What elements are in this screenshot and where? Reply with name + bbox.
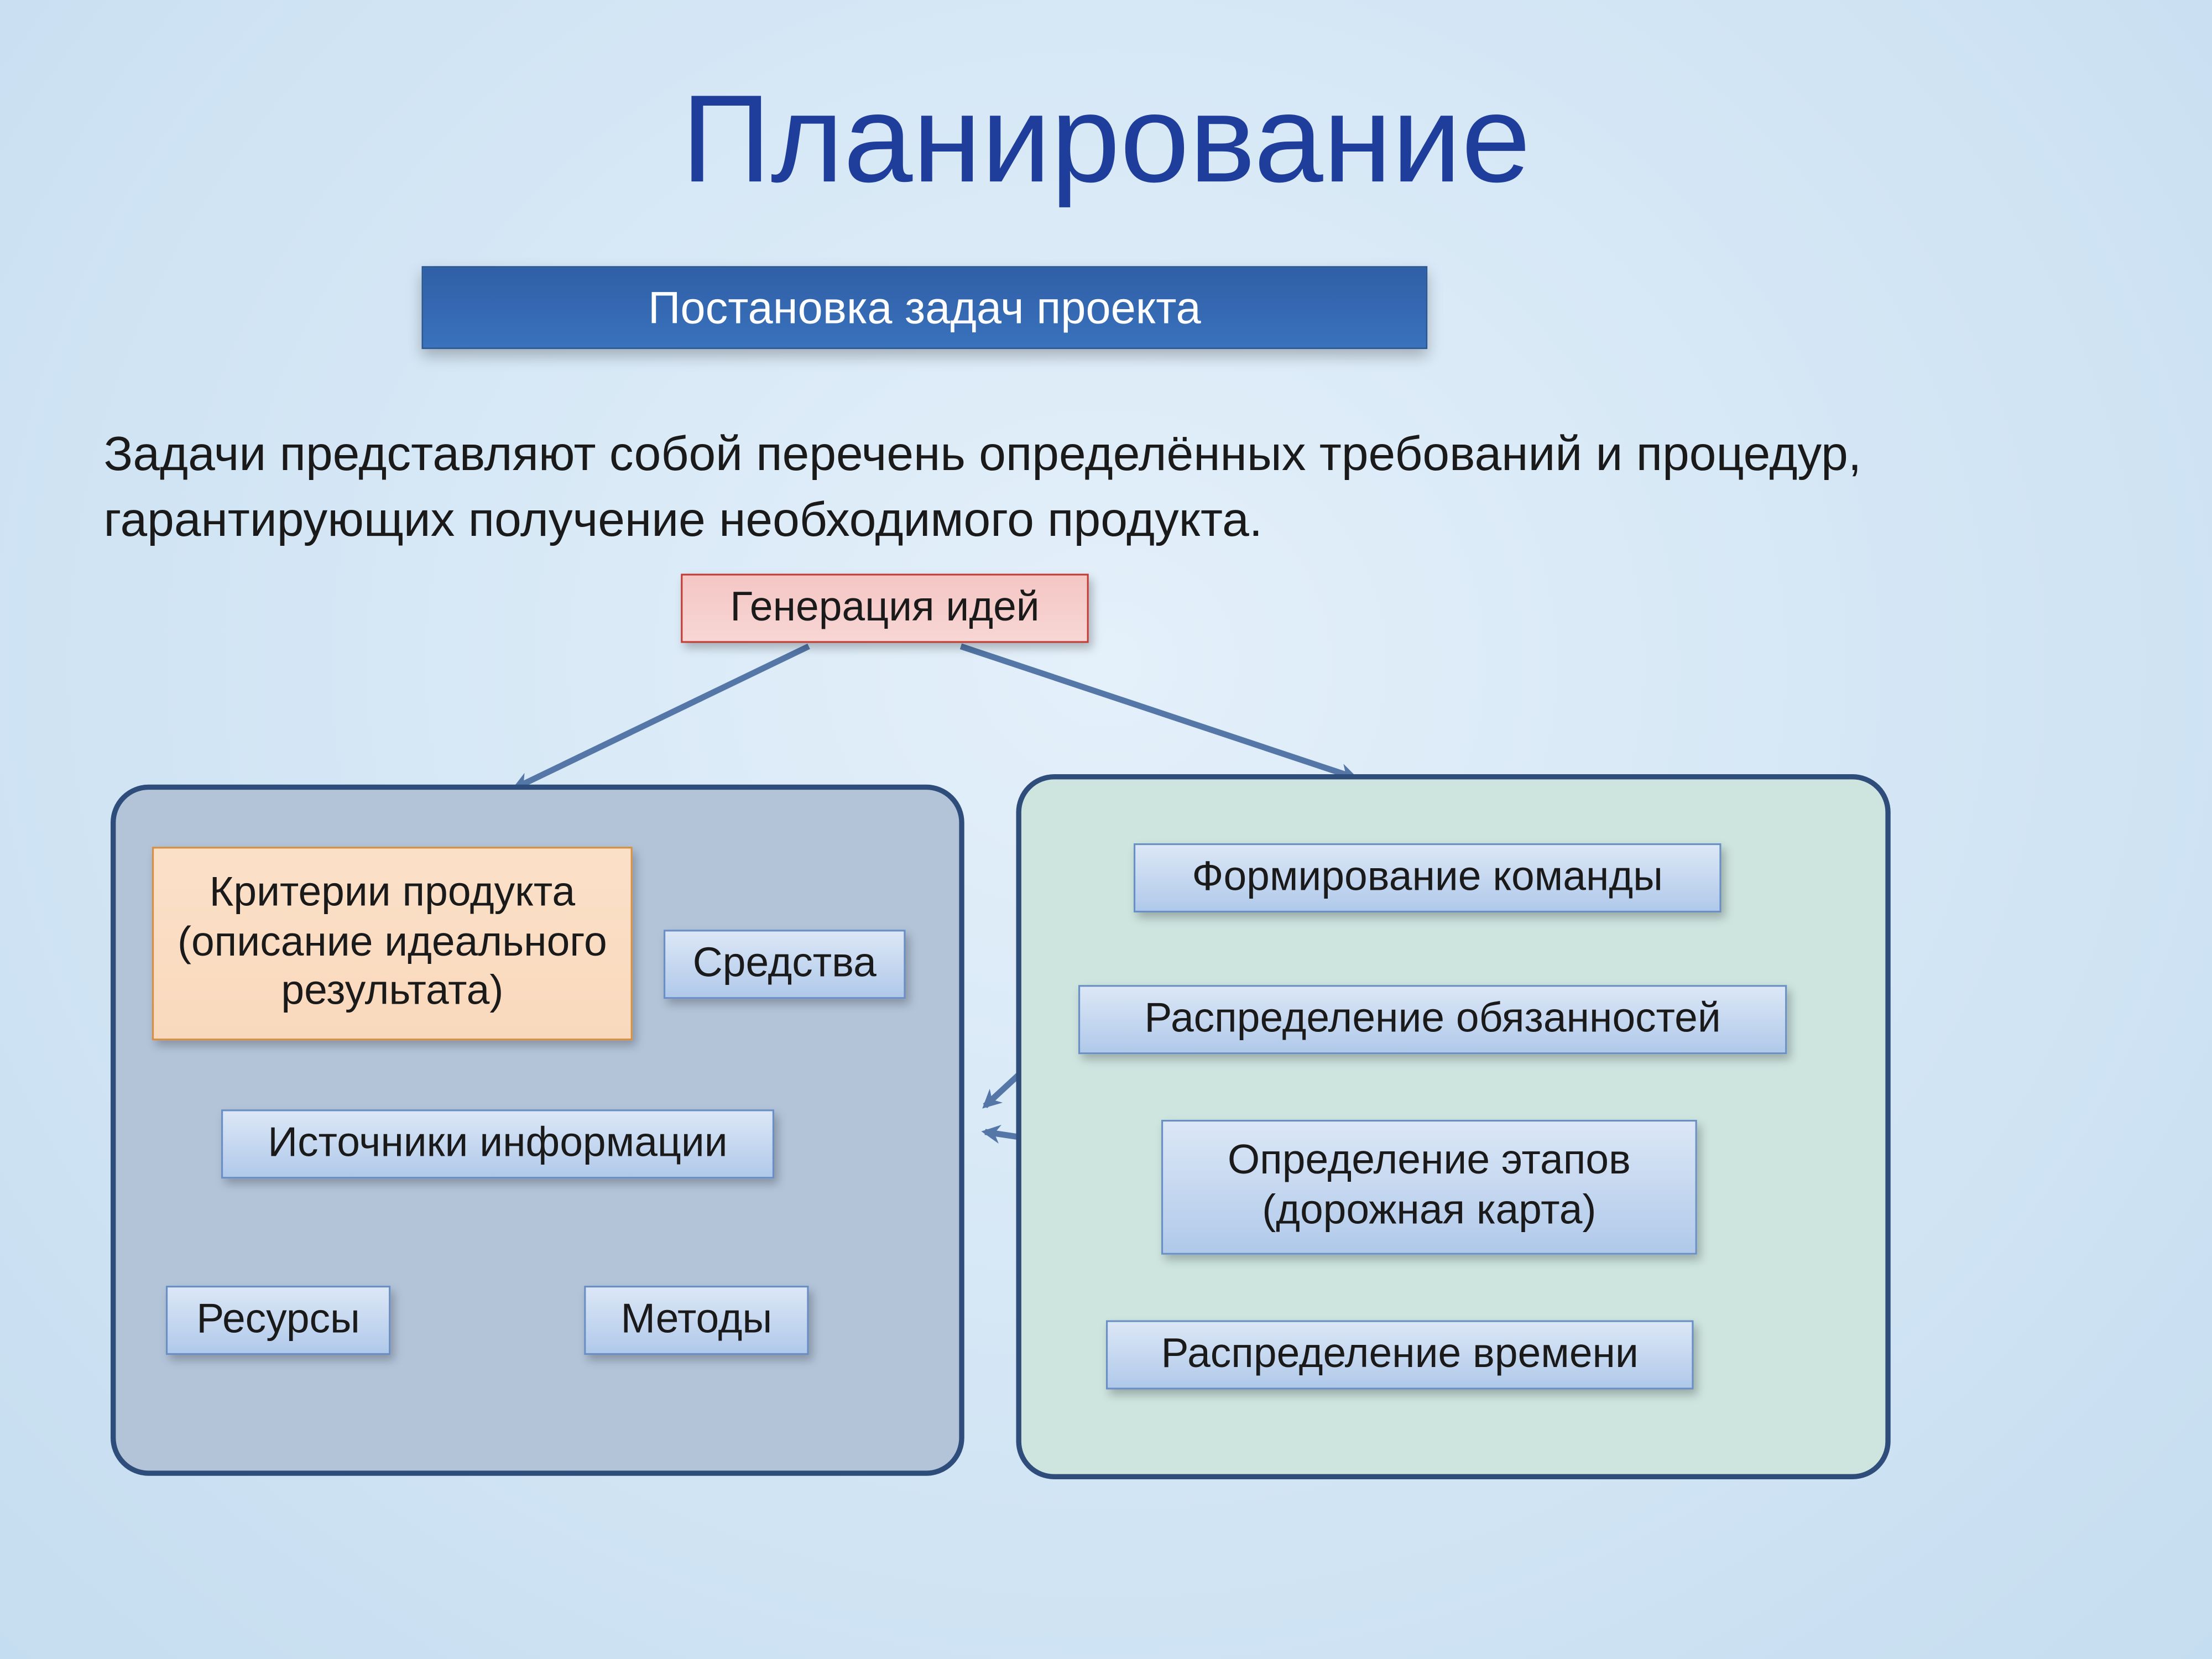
box-stages: Определение этапов (дорожная карта) xyxy=(1161,1120,1697,1255)
root-box-generation: Генерация идей xyxy=(681,574,1089,643)
box-time: Распределение времени xyxy=(1106,1321,1694,1390)
slide-title: Планирование xyxy=(0,69,2212,211)
box-resources: Ресурсы xyxy=(166,1286,390,1355)
box-sources-label: Источники информации xyxy=(268,1119,727,1169)
box-criteria: Критерии продукта (описание идеального р… xyxy=(152,847,633,1040)
slide-canvas: Планирование Постановка задач проекта За… xyxy=(0,0,2212,1659)
subtitle-text: Постановка задач проекта xyxy=(648,281,1201,335)
box-duties-label: Распределение обязанностей xyxy=(1144,995,1720,1045)
root-box-label: Генерация идей xyxy=(730,583,1039,633)
box-criteria-label: Критерии продукта (описание идеального р… xyxy=(168,869,617,1018)
box-sredstva: Средства xyxy=(664,930,906,999)
box-resources-label: Ресурсы xyxy=(196,1295,360,1345)
box-sources: Источники информации xyxy=(221,1109,774,1178)
box-sredstva-label: Средства xyxy=(693,940,877,989)
box-team: Формирование команды xyxy=(1134,843,1721,912)
box-methods: Методы xyxy=(584,1286,808,1355)
box-team-label: Формирование команды xyxy=(1192,853,1663,902)
body-paragraph: Задачи представляют собой перечень опред… xyxy=(104,422,1918,552)
box-methods-label: Методы xyxy=(620,1295,772,1345)
subtitle-bar: Постановка задач проекта xyxy=(422,266,1428,349)
box-time-label: Распределение времени xyxy=(1161,1330,1639,1380)
box-duties: Распределение обязанностей xyxy=(1078,985,1787,1054)
box-stages-label: Определение этапов (дорожная карта) xyxy=(1177,1138,1682,1237)
